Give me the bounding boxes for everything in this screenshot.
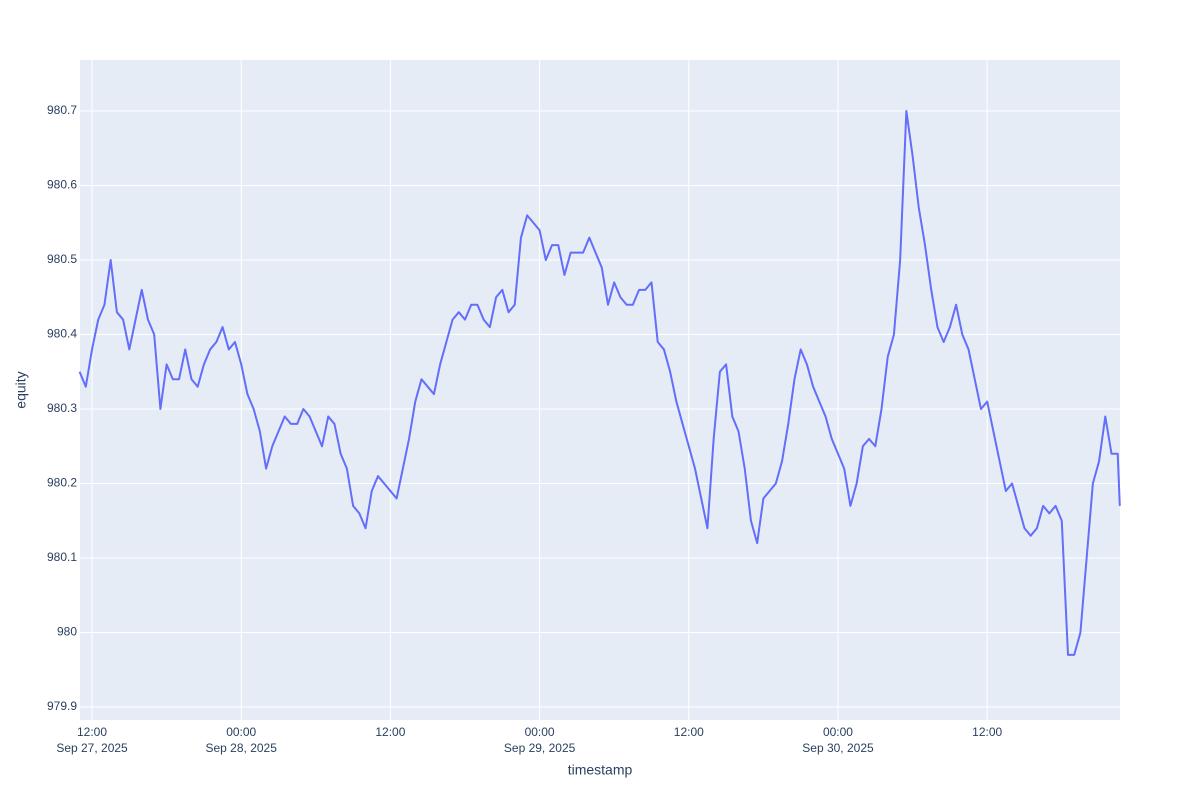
y-tick-label: 980.4 <box>47 327 77 341</box>
y-tick-label: 980 <box>57 625 77 639</box>
y-tick-label: 980.3 <box>47 401 77 415</box>
y-tick-label: 980.7 <box>47 103 77 117</box>
y-tick-label: 980.6 <box>47 178 77 192</box>
x-tick-label: 12:00 <box>375 725 405 739</box>
equity-line <box>78 110 1121 656</box>
x-axis-title: timestamp <box>568 762 633 778</box>
y-axis-title: equity <box>13 371 29 408</box>
y-tick-label: 980.5 <box>47 252 77 266</box>
plot-area <box>80 60 1120 720</box>
x-tick-label: 00:00 <box>226 725 256 739</box>
x-tick-label: Sep 27, 2025 <box>56 741 128 755</box>
x-tick-label: 00:00 <box>823 725 853 739</box>
y-tick-label: 979.9 <box>47 699 77 713</box>
x-tick-label: Sep 28, 2025 <box>206 741 278 755</box>
x-tick-label: 12:00 <box>674 725 704 739</box>
x-tick-label: 12:00 <box>972 725 1002 739</box>
x-tick-label: Sep 29, 2025 <box>504 741 576 755</box>
y-tick-label: 980.2 <box>47 476 77 490</box>
x-tick-label: 12:00 <box>77 725 107 739</box>
y-tick-label: 980.1 <box>47 550 77 564</box>
x-tick-label: Sep 30, 2025 <box>802 741 874 755</box>
x-tick-label: 00:00 <box>525 725 555 739</box>
